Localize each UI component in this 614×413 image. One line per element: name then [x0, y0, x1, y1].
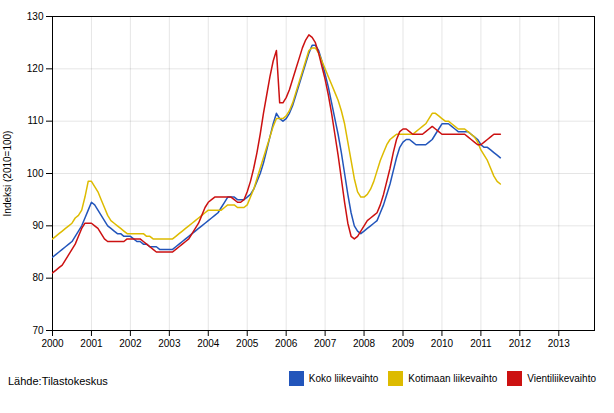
svg-text:2005: 2005 — [236, 338, 259, 349]
svg-text:2002: 2002 — [119, 338, 142, 349]
svg-text:2000: 2000 — [41, 338, 64, 349]
svg-text:2010: 2010 — [431, 338, 454, 349]
html-text:Lähde:Tilastokeskus: Lähde:Tilastokeskus — [8, 375, 108, 387]
html-text:Kotimaan liikevaihto: Kotimaan liikevaihto — [408, 373, 498, 384]
svg-text:2008: 2008 — [353, 338, 376, 349]
svg-text:2001: 2001 — [80, 338, 103, 349]
svg-text:2007: 2007 — [314, 338, 337, 349]
svg-text:2006: 2006 — [275, 338, 298, 349]
svg-text:2013: 2013 — [548, 338, 571, 349]
svg-text:2011: 2011 — [470, 338, 492, 349]
svg-text:110: 110 — [28, 115, 44, 126]
svg-text:Indeksi (2010=100): Indeksi (2010=100) — [2, 131, 13, 217]
svg-text:2003: 2003 — [158, 338, 181, 349]
svg-text:100: 100 — [27, 168, 44, 179]
svg-text:130: 130 — [27, 11, 44, 22]
svg-text:70: 70 — [32, 325, 44, 336]
svg-text:80: 80 — [32, 272, 44, 283]
html-text:Koko liikevaihto: Koko liikevaihto — [308, 373, 379, 384]
svg-text:2009: 2009 — [392, 338, 415, 349]
svg-text:90: 90 — [32, 220, 44, 231]
svg-text:120: 120 — [27, 63, 44, 74]
svg-text:2004: 2004 — [197, 338, 220, 349]
html-text:Vientiliikevaihto: Vientiliikevaihto — [527, 373, 596, 384]
svg-text:2012: 2012 — [509, 338, 532, 349]
